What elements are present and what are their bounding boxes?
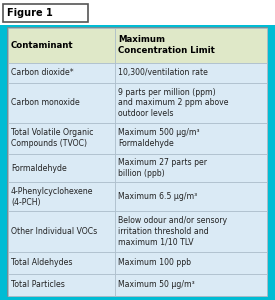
Bar <box>8 28 267 296</box>
Bar <box>8 274 115 296</box>
Text: Carbon monoxide: Carbon monoxide <box>11 98 80 107</box>
Text: Maximum 27 parts per
billion (ppb): Maximum 27 parts per billion (ppb) <box>119 158 207 178</box>
Bar <box>8 211 115 252</box>
Text: Carbon dioxide*: Carbon dioxide* <box>11 68 74 77</box>
Bar <box>8 252 115 274</box>
Bar <box>8 154 115 182</box>
Text: 4-Phenylcyclohexene
(4-PCH): 4-Phenylcyclohexene (4-PCH) <box>11 187 94 207</box>
Text: 9 parts per million (ppm)
and maximum 2 ppm above
outdoor levels: 9 parts per million (ppm) and maximum 2 … <box>119 88 229 118</box>
Text: Total Aldehydes: Total Aldehydes <box>11 258 73 267</box>
Bar <box>8 123 115 154</box>
Text: Total Particles: Total Particles <box>11 280 65 290</box>
Bar <box>8 83 115 123</box>
FancyBboxPatch shape <box>3 4 88 22</box>
Text: Maximum 100 ppb: Maximum 100 ppb <box>119 258 191 267</box>
Text: Maximum 50 μg/m³: Maximum 50 μg/m³ <box>119 280 195 290</box>
Bar <box>8 28 115 63</box>
Bar <box>116 63 267 83</box>
Bar <box>116 252 267 274</box>
Text: Figure 1: Figure 1 <box>7 8 53 18</box>
Text: Other Individual VOCs: Other Individual VOCs <box>11 227 97 236</box>
Bar <box>116 211 267 252</box>
Bar <box>116 83 267 123</box>
Text: Below odour and/or sensory
irritation threshold and
maximum 1/10 TLV: Below odour and/or sensory irritation th… <box>119 216 228 247</box>
Text: Contaminant: Contaminant <box>11 41 74 50</box>
Text: Maximum
Concentration Limit: Maximum Concentration Limit <box>119 35 215 55</box>
Text: Formaldehyde: Formaldehyde <box>11 164 67 173</box>
Text: Maximum 500 μg/m³
Formaldehyde: Maximum 500 μg/m³ Formaldehyde <box>119 128 200 148</box>
Bar <box>116 274 267 296</box>
Text: Total Volatile Organic
Compounds (TVOC): Total Volatile Organic Compounds (TVOC) <box>11 128 94 148</box>
Bar <box>8 182 115 211</box>
Bar <box>116 182 267 211</box>
Text: 10,300/ventilation rate: 10,300/ventilation rate <box>119 68 208 77</box>
Bar <box>116 28 267 63</box>
Bar <box>116 123 267 154</box>
Text: Maximum 6.5 μg/m³: Maximum 6.5 μg/m³ <box>119 192 198 201</box>
Bar <box>8 63 115 83</box>
Bar <box>0 0 275 25</box>
Bar <box>116 154 267 182</box>
